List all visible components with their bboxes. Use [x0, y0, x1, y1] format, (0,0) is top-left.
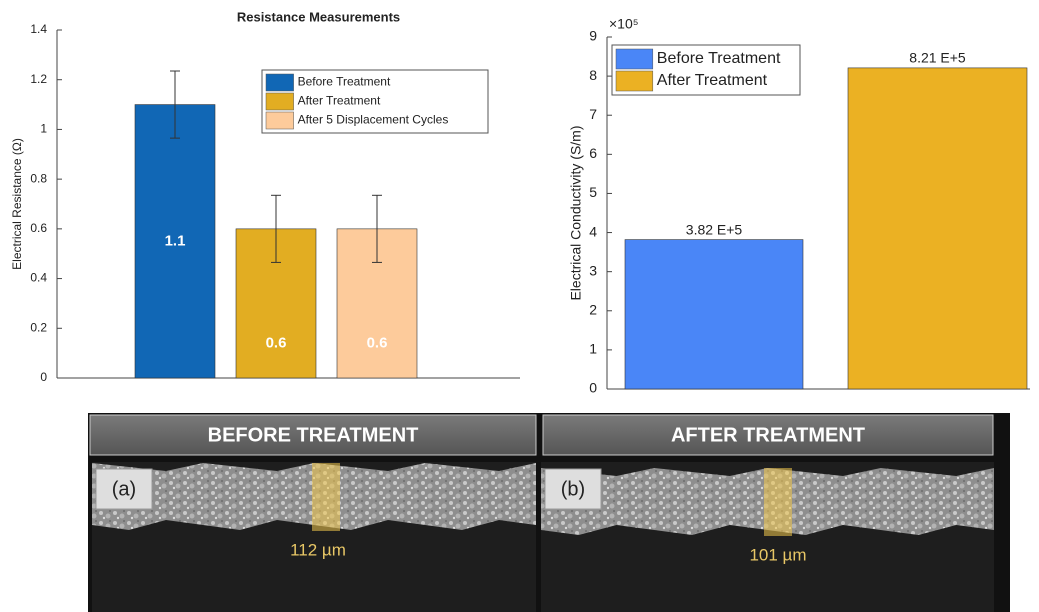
figure: Resistance Measurements Electrical Resist…: [0, 0, 1039, 612]
y-tick-label: 2: [589, 301, 597, 317]
legend-swatch: [616, 49, 653, 69]
y-tick-label: 3: [589, 262, 597, 278]
data-label: 0.6: [266, 334, 287, 351]
legend-entry: After Treatment: [298, 94, 381, 108]
data-label: 8.21 E+5: [909, 50, 966, 66]
thickness-marker: [764, 468, 792, 536]
data-label: 1.1: [165, 232, 186, 249]
y-tick-label: 6: [589, 145, 597, 161]
y-tick-label: 4: [589, 223, 597, 239]
thickness-label: 101 µm: [749, 545, 806, 564]
thickness-marker: [312, 463, 340, 531]
y-axis-label: Electrical Conductivity (S/m): [568, 125, 584, 300]
y-tick-label: 9: [589, 28, 597, 44]
legend-swatch: [266, 74, 294, 91]
bar: [625, 240, 803, 389]
y-tick-label: 0: [40, 370, 47, 384]
legend-swatch: [616, 71, 653, 91]
y-axis-label: Electrical Resistance (Ω): [10, 138, 24, 270]
legend-swatch: [266, 112, 294, 129]
panel-tag: (b): [561, 478, 585, 500]
y-tick-label: 0.2: [30, 320, 47, 334]
y-tick-label: 1.2: [30, 72, 47, 86]
y-tick-label: 1: [589, 341, 597, 357]
legend-entry: Before Treatment: [298, 75, 391, 89]
y-tick-label: 1.4: [30, 22, 47, 36]
panel-header-text: AFTER TREATMENT: [671, 424, 865, 446]
y-tick-label: 5: [589, 184, 597, 200]
legend-entry: After 5 Displacement Cycles: [298, 113, 449, 127]
data-label: 3.82 E+5: [686, 221, 743, 237]
axis-multiplier: ×10⁵: [609, 16, 639, 32]
bar: [848, 68, 1027, 389]
legend-entry: Before Treatment: [657, 50, 781, 67]
legend-swatch: [266, 93, 294, 110]
y-tick-label: 0.4: [30, 271, 47, 285]
panel-tag: (a): [112, 478, 136, 500]
data-label: 0.6: [367, 334, 388, 351]
y-tick-label: 0: [589, 380, 597, 396]
thickness-label: 112 µm: [290, 540, 346, 559]
legend-entry: After Treatment: [657, 72, 768, 89]
y-tick-label: 0.6: [30, 221, 47, 235]
y-tick-label: 1: [40, 122, 47, 136]
panel-header-text: BEFORE TREATMENT: [208, 424, 419, 446]
y-tick-label: 8: [589, 67, 597, 83]
chart-title: Resistance Measurements: [237, 9, 400, 24]
y-tick-label: 0.8: [30, 171, 47, 185]
y-tick-label: 7: [589, 106, 597, 122]
